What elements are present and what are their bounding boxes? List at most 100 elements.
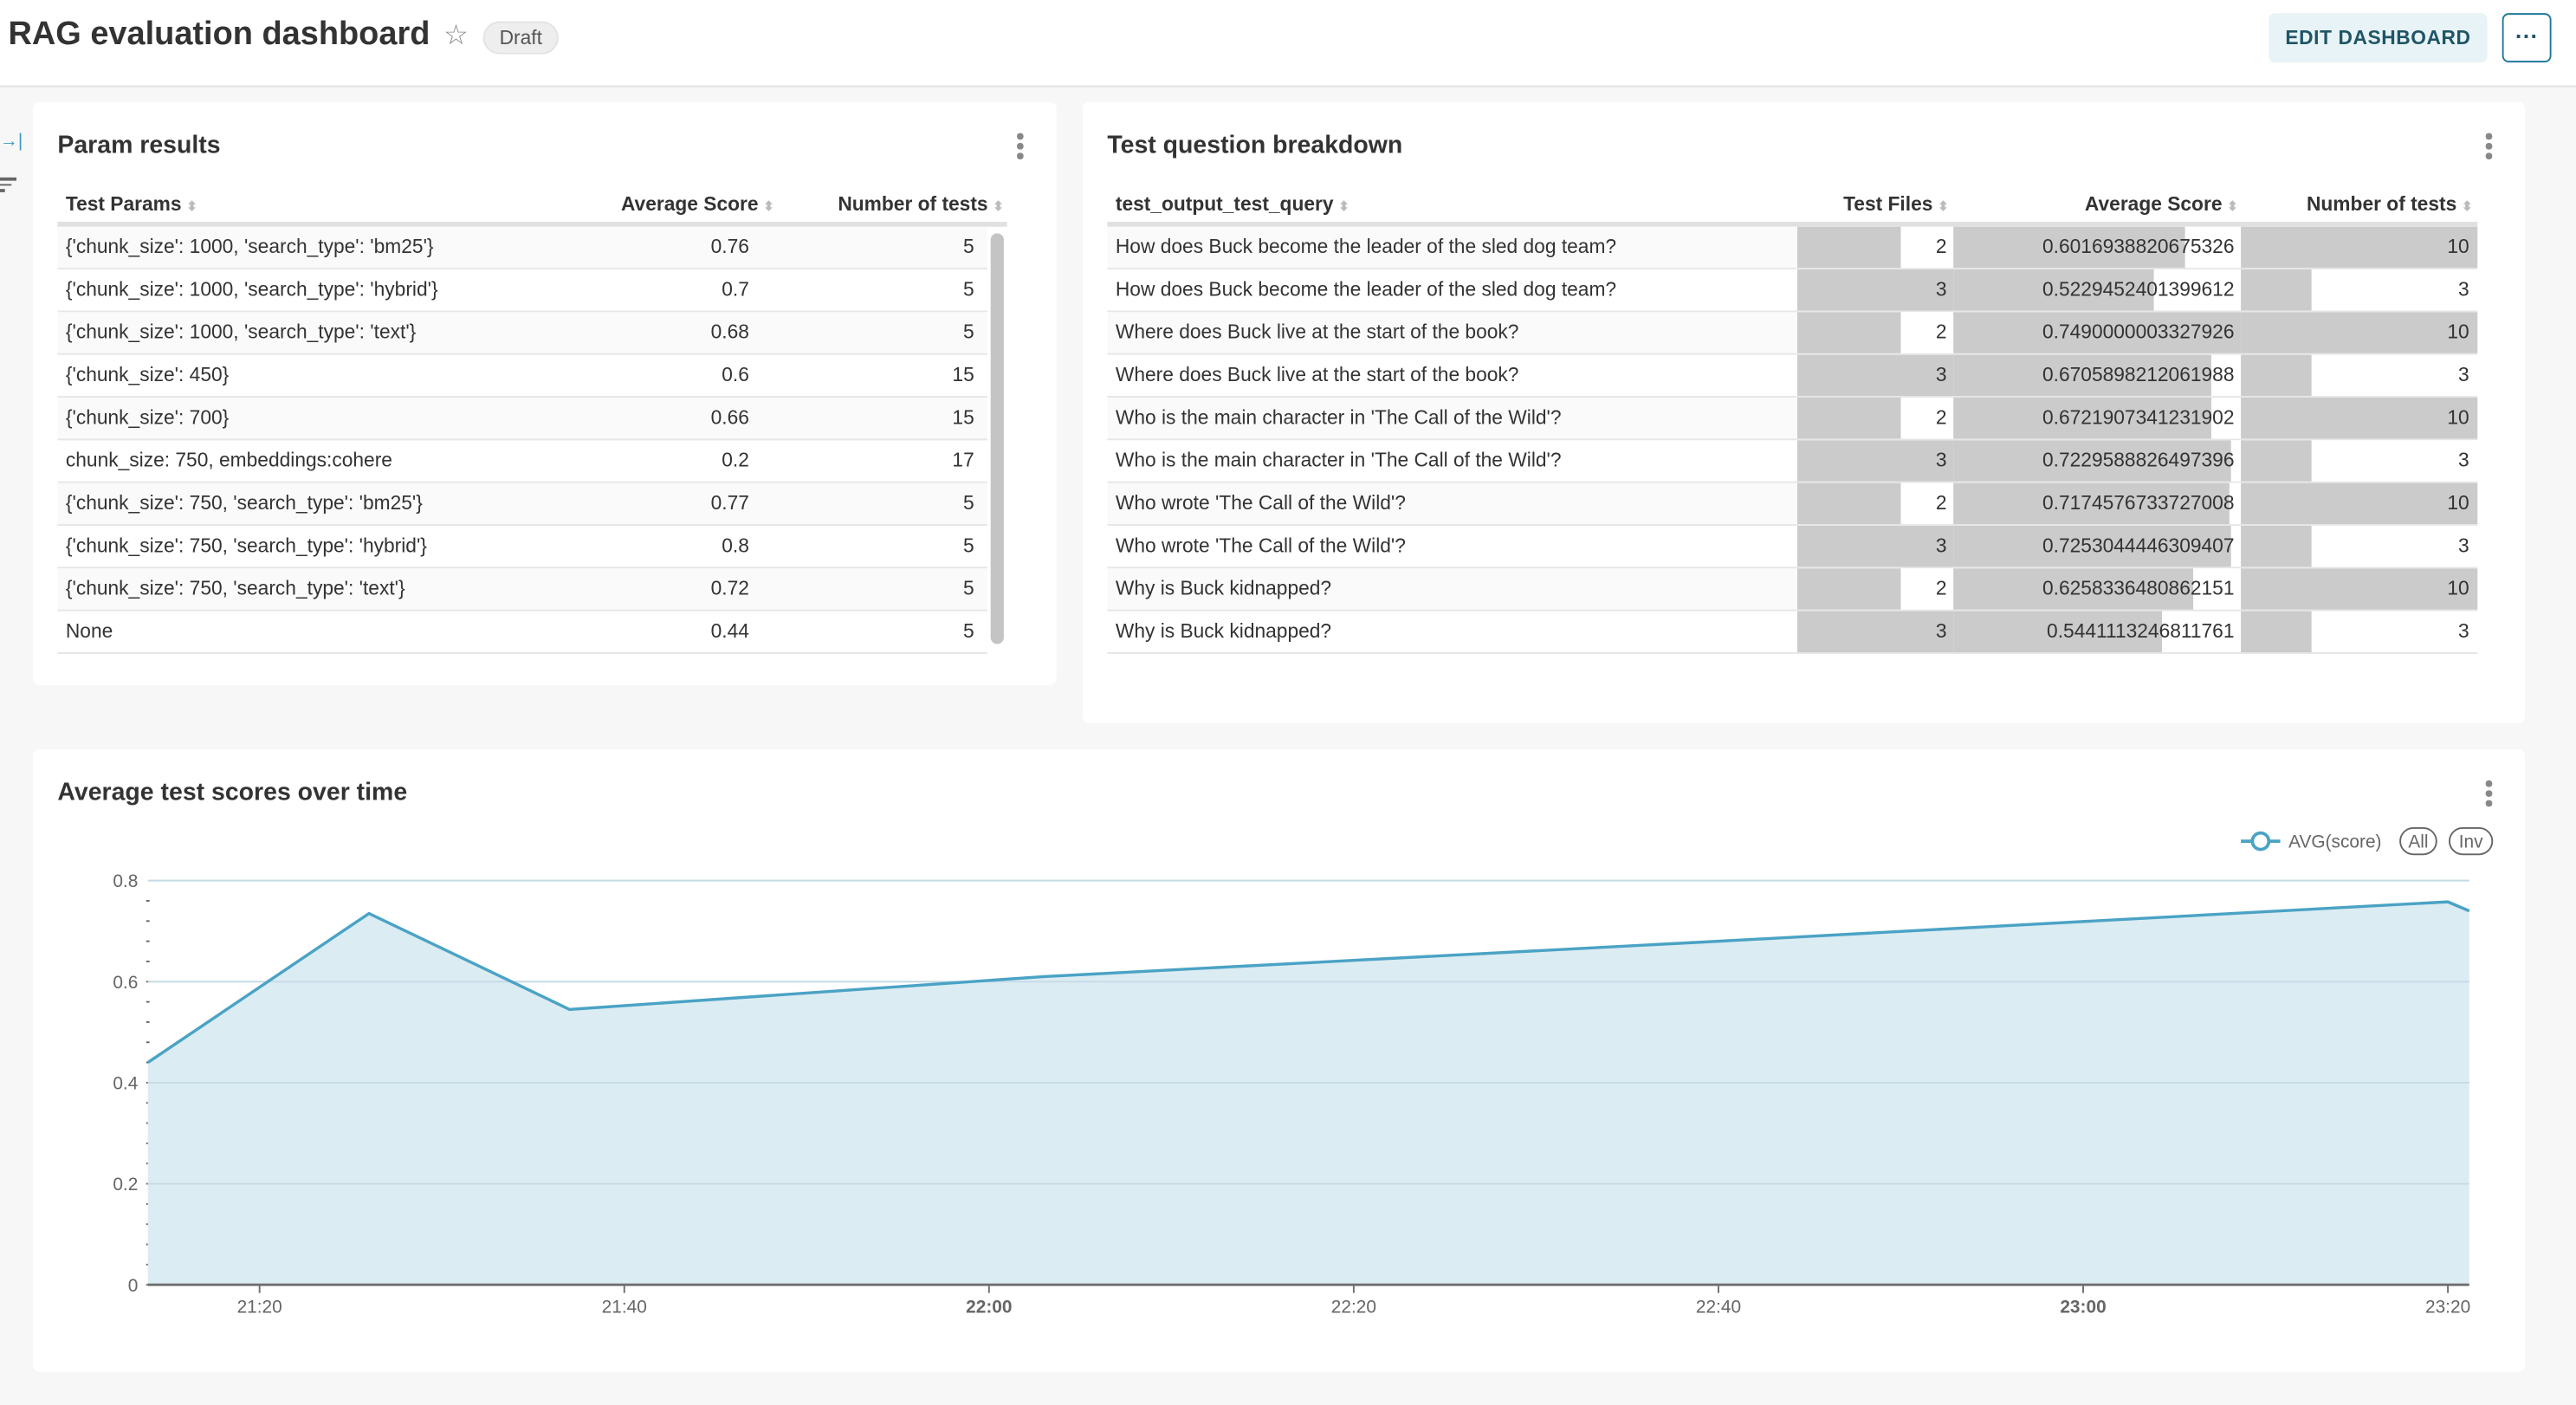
table-row: Where does Buck live at the start of the…: [1107, 312, 2478, 355]
expand-filter-bar-icon[interactable]: →|: [0, 131, 23, 152]
table-scrollbar[interactable]: [990, 233, 1004, 644]
panel-menu-icon[interactable]: [2485, 133, 2493, 163]
cell-number-of-tests: 5: [963, 619, 974, 643]
cell-number-of-tests: 5: [963, 320, 974, 344]
panel-title: Param results: [57, 131, 221, 159]
cell-number-of-tests: 3: [2458, 448, 2469, 472]
status-badge: Draft: [482, 21, 559, 55]
column-header-query[interactable]: test_output_test_query ⬍: [1116, 192, 1349, 216]
table-row: {'chunk_size': 450} 0.6 15: [57, 355, 987, 398]
column-label: Average Score: [620, 191, 759, 216]
cell-test-files: 3: [1935, 363, 1947, 386]
cell-bar: [1796, 269, 1954, 311]
x-tick-label: 21:40: [602, 1297, 647, 1317]
cell-query: Who is the main character in 'The Call o…: [1115, 448, 1562, 472]
cell-query: Who wrote 'The Call of the Wild'?: [1115, 534, 1406, 557]
header-divider: [1107, 222, 2478, 227]
legend-marker-icon: [2250, 831, 2271, 851]
cell-bar: [2241, 482, 2478, 525]
more-options-button[interactable]: ···: [2502, 13, 2552, 63]
sort-icon[interactable]: ⬍: [993, 198, 1005, 214]
cell-bar: [1953, 354, 2211, 397]
cell-query: Where does Buck live at the start of the…: [1115, 363, 1519, 386]
column-header-average-score[interactable]: Average Score ⬍: [2085, 192, 2238, 216]
sort-icon[interactable]: ⬍: [763, 198, 774, 214]
sort-icon[interactable]: ⬍: [1338, 198, 1349, 214]
cell-average-score: 0.44: [710, 619, 749, 643]
cell-bar: [1953, 568, 2194, 610]
cell-average-score: 0.72: [710, 576, 749, 600]
cell-test-files: 3: [1935, 619, 1947, 643]
cell-query: How does Buck become the leader of the s…: [1115, 277, 1617, 301]
cell-bar: [1796, 440, 1954, 482]
cell-query: Who is the main character in 'The Call o…: [1115, 405, 1562, 430]
table-row: Who is the main character in 'The Call o…: [1107, 440, 2478, 483]
column-header-test-params[interactable]: Test Params ⬍: [66, 192, 197, 216]
legend-label[interactable]: AVG(score): [2288, 832, 2381, 852]
sort-icon[interactable]: ⬍: [2461, 198, 2473, 214]
x-tick-label: 23:20: [2425, 1297, 2470, 1317]
sort-icon[interactable]: ⬍: [1938, 198, 1949, 214]
column-header-average-score[interactable]: Average Score ⬍: [621, 192, 774, 216]
column-label: test_output_test_query: [1115, 191, 1334, 216]
table-row: chunk_size: 750, embeddings:cohere 0.2 1…: [57, 440, 987, 483]
question-breakdown-table: How does Buck become the leader of the s…: [1107, 226, 2478, 654]
column-header-number-of-tests[interactable]: Number of tests ⬍: [2307, 192, 2473, 216]
cell-bar: [1796, 525, 1954, 567]
cell-bar: [2241, 312, 2478, 353]
sort-icon[interactable]: ⬍: [2227, 198, 2238, 214]
table-row: Where does Buck live at the start of the…: [1107, 354, 2478, 398]
column-header-test-files[interactable]: Test Files ⬍: [1843, 192, 1949, 216]
filter-icon[interactable]: [0, 177, 16, 191]
star-icon[interactable]: ☆: [443, 19, 469, 51]
cell-params: {'chunk_size': 750, 'search_type': 'bm25…: [65, 491, 423, 515]
cell-average-score: 0.6258336480862151: [2042, 576, 2235, 600]
cell-average-score: 0.5441113246811761: [2047, 619, 2235, 643]
table-row: {'chunk_size': 1000, 'search_type': 'bm2…: [57, 226, 987, 270]
legend-inverse-label: Inv: [2459, 832, 2483, 852]
cell-query: Where does Buck live at the start of the…: [1115, 320, 1519, 344]
x-tick-label: 23:00: [2060, 1297, 2106, 1317]
cell-average-score: 0.6: [722, 363, 749, 386]
column-header-number-of-tests[interactable]: Number of tests ⬍: [838, 192, 1004, 216]
cell-test-files: 2: [1935, 235, 1947, 258]
cell-bar: [1796, 482, 1902, 525]
cell-number-of-tests: 10: [2447, 320, 2469, 344]
cell-query: Who wrote 'The Call of the Wild'?: [1115, 491, 1406, 515]
cell-bar: [1796, 226, 1902, 269]
cell-number-of-tests: 5: [963, 534, 974, 557]
x-tick-label: 21:20: [237, 1297, 282, 1317]
table-row: How does Buck become the leader of the s…: [1107, 269, 2478, 313]
cell-number-of-tests: 5: [963, 277, 974, 301]
legend-inverse-button[interactable]: [2449, 826, 2494, 856]
cell-test-files: 2: [1935, 491, 1947, 515]
cell-average-score: 0.7229588826497396: [2042, 448, 2235, 472]
column-label: Test Params: [65, 191, 182, 216]
cell-bar: [1796, 568, 1902, 610]
cell-bar: [1953, 312, 2242, 353]
panel-menu-icon[interactable]: [2485, 780, 2493, 810]
cell-bar: [2241, 226, 2478, 269]
table-row: {'chunk_size': 750, 'search_type': 'hybr…: [57, 526, 987, 569]
legend-all-label: All: [2408, 832, 2428, 852]
sort-icon[interactable]: ⬍: [186, 198, 197, 214]
cell-average-score: 0.77: [710, 491, 749, 515]
dashboard-header: RAG evaluation dashboard ☆ Draft EDIT DA…: [0, 0, 2576, 87]
cell-bar: [1796, 611, 1954, 652]
panel-menu-icon[interactable]: [1017, 133, 1024, 163]
cell-number-of-tests: 3: [2458, 534, 2469, 557]
cell-number-of-tests: 5: [963, 491, 974, 515]
table-row: Why is Buck kidnapped? 2 0.6258336480862…: [1107, 568, 2478, 612]
cell-bar: [1953, 611, 2163, 652]
cell-test-files: 2: [1935, 405, 1947, 430]
cell-number-of-tests: 3: [2458, 619, 2469, 643]
cell-bar: [2241, 568, 2478, 610]
table-row: {'chunk_size': 1000, 'search_type': 'tex…: [57, 312, 987, 355]
edit-dashboard-button[interactable]: EDIT DASHBOARD: [2269, 13, 2488, 63]
legend-all-button[interactable]: [2399, 826, 2437, 856]
cell-bar: [1953, 398, 2212, 439]
table-row: Who is the main character in 'The Call o…: [1107, 398, 2478, 441]
cell-test-files: 3: [1935, 277, 1947, 301]
cell-bar: [1796, 398, 1902, 439]
cell-number-of-tests: 10: [2447, 405, 2469, 430]
